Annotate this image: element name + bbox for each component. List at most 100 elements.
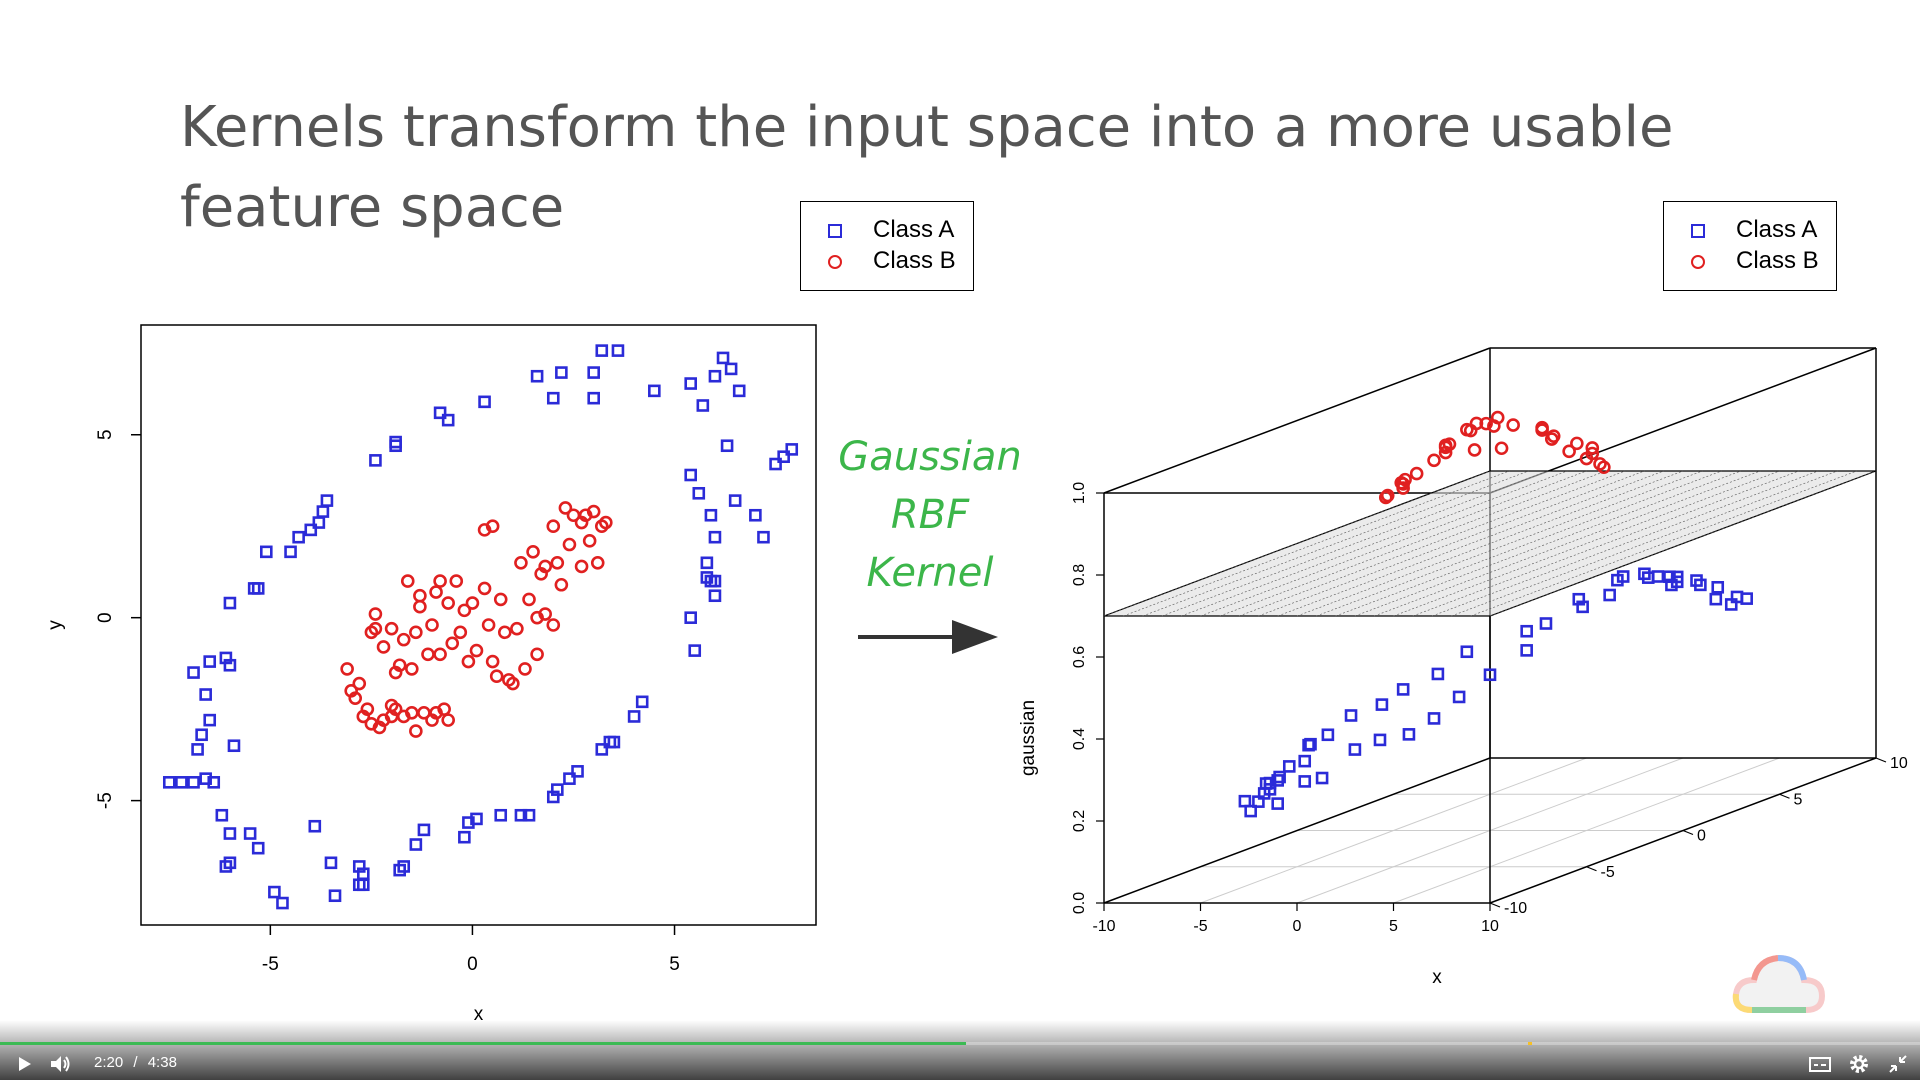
legend-item-class-a: Class A xyxy=(1664,215,1836,245)
plane-mesh-line xyxy=(1142,470,1529,617)
data-point xyxy=(586,504,601,519)
data-point xyxy=(696,399,710,412)
data-point xyxy=(1611,573,1624,587)
data-point xyxy=(1427,712,1441,725)
z-tick-label: 0.4 xyxy=(1071,728,1088,750)
current-time: 2:20 xyxy=(94,1054,124,1071)
data-point xyxy=(1431,667,1445,681)
data-point xyxy=(558,501,573,515)
data-point xyxy=(550,556,565,570)
data-point xyxy=(1469,416,1484,431)
data-point xyxy=(590,556,605,570)
data-point xyxy=(219,860,233,873)
data-point xyxy=(477,581,492,596)
z-tick-label: 0.2 xyxy=(1071,810,1088,832)
data-point xyxy=(720,439,734,453)
z-tick-label: 0.0 xyxy=(1071,892,1088,914)
data-point xyxy=(1348,743,1362,756)
data-point xyxy=(1394,475,1409,490)
data-point xyxy=(223,827,237,840)
data-point xyxy=(1579,451,1594,466)
plane-mesh-line xyxy=(1219,470,1606,617)
plane-mesh-line xyxy=(1354,470,1742,617)
play-icon xyxy=(19,1057,31,1071)
data-point xyxy=(368,621,383,636)
video-player-controls: 2:20 / 4:38 xyxy=(0,1020,1920,1080)
box-edge xyxy=(1103,347,1491,494)
data-point xyxy=(607,735,621,749)
data-point xyxy=(352,878,366,892)
data-point xyxy=(284,545,297,559)
data-point xyxy=(526,545,540,559)
data-point xyxy=(433,406,447,420)
data-point xyxy=(1378,490,1393,505)
y-tick xyxy=(1875,757,1887,763)
play-button[interactable] xyxy=(10,1050,38,1078)
data-point xyxy=(461,654,476,669)
data-point xyxy=(268,885,281,899)
data-point xyxy=(384,698,399,713)
data-point xyxy=(1321,728,1335,742)
data-point xyxy=(162,776,176,789)
y-tick-label: 5 xyxy=(1794,791,1803,808)
settings-button[interactable] xyxy=(1845,1050,1873,1078)
x-tick-label: 5 xyxy=(1389,918,1398,935)
data-point xyxy=(546,391,560,405)
y-tick-label: 10 xyxy=(1890,755,1908,772)
data-point xyxy=(187,666,200,679)
data-point xyxy=(510,621,524,636)
chapter-marker xyxy=(1528,1042,1532,1045)
data-point xyxy=(489,669,504,684)
gear-icon xyxy=(1850,1055,1868,1073)
exit-fullscreen-button[interactable] xyxy=(1884,1050,1912,1078)
data-point xyxy=(308,819,322,833)
data-point xyxy=(421,647,435,662)
data-point xyxy=(203,713,217,727)
data-point xyxy=(413,588,427,603)
data-point xyxy=(627,710,641,723)
data-point xyxy=(187,776,200,789)
data-point xyxy=(1562,444,1576,459)
volume-button[interactable] xyxy=(46,1050,74,1078)
data-point xyxy=(324,856,338,870)
charts-canvas: -5 0 5 -5 0 5 x y -10 -5 0 5 10 -10 -5 0 5 10 0.0 0.2 0.4 0.… xyxy=(45,324,1908,1020)
data-point xyxy=(1570,436,1584,451)
data-point xyxy=(429,585,443,599)
data-point xyxy=(599,515,613,530)
data-point xyxy=(708,574,722,588)
data-point xyxy=(1539,617,1553,630)
data-point xyxy=(227,739,241,753)
legend-label: Class A xyxy=(873,216,955,243)
data-point xyxy=(1535,420,1549,435)
data-point xyxy=(251,841,265,855)
x-tick-label: 5 xyxy=(669,954,680,975)
progress-bar[interactable] xyxy=(0,1042,1920,1045)
data-point xyxy=(441,596,455,610)
data-point xyxy=(1375,698,1389,711)
circle-marker-icon xyxy=(828,255,842,269)
data-point xyxy=(1402,728,1416,741)
kernel-annotation: Gaussian RBF Kernel xyxy=(830,428,1030,602)
plane-mesh-line xyxy=(1103,470,1491,617)
data-point xyxy=(493,592,508,607)
data-point xyxy=(1271,797,1284,810)
data-point xyxy=(1452,690,1466,704)
data-point xyxy=(700,556,714,570)
data-point xyxy=(1302,738,1315,752)
data-point xyxy=(1709,592,1723,606)
captions-button[interactable] xyxy=(1806,1050,1834,1078)
annotation-line: Kernel xyxy=(866,550,994,596)
data-point xyxy=(555,366,568,379)
data-point xyxy=(368,607,383,621)
box-edge xyxy=(1489,347,1877,494)
scatter-chart-2d: -5 0 5 -5 0 5 x y xyxy=(45,324,817,1020)
y-tick xyxy=(1586,866,1597,872)
legend-label: Class B xyxy=(873,247,956,274)
google-cloud-logo-icon xyxy=(1732,954,1826,1013)
data-point xyxy=(595,743,609,756)
square-marker-icon xyxy=(1691,224,1705,238)
data-point xyxy=(1460,422,1474,437)
scatter-chart-3d: -10-50510-10-505100.00.20.40.60.81.0xyga… xyxy=(1018,347,1908,988)
x-tick-label: 0 xyxy=(1293,918,1302,935)
